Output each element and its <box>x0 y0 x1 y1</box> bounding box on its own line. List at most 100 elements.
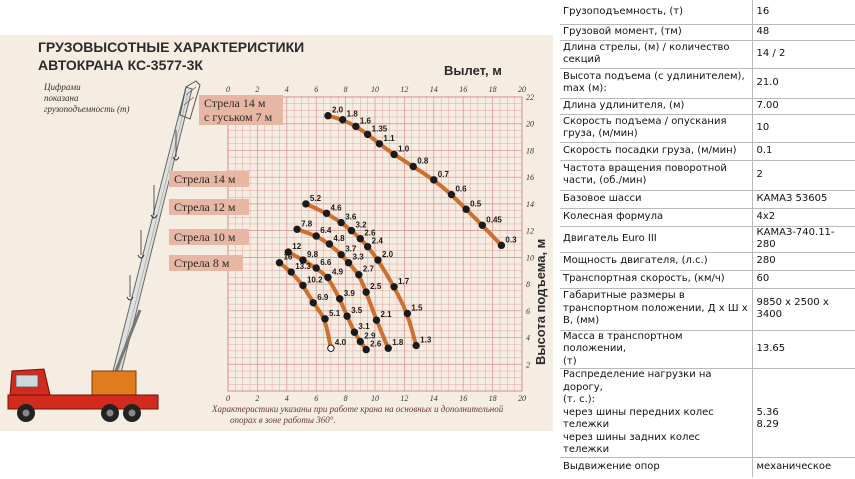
y-axis-label: Высота подъема, м <box>533 239 548 365</box>
spec-key-line: Грузоподъемность, (т) <box>563 5 683 17</box>
spec-key: Выдвижение опор <box>560 457 753 477</box>
data-point <box>275 259 284 267</box>
x-tick-label-top: 4 <box>285 85 289 94</box>
data-point <box>309 299 317 307</box>
data-point <box>337 218 345 227</box>
spec-value-line: 4х2 <box>756 210 776 222</box>
spec-value-line: 16 <box>756 5 770 17</box>
series-line <box>325 113 504 248</box>
data-point <box>284 248 292 256</box>
data-point <box>355 271 363 279</box>
point-label: 1.5 <box>411 303 423 312</box>
spec-value: 7.00 <box>752 98 855 115</box>
point-label: 1.3 <box>420 336 432 345</box>
point-label: 4.9 <box>332 267 344 276</box>
point-label: 13.3 <box>295 262 311 271</box>
point-label: 0.3 <box>505 235 517 244</box>
spec-row: Скорость посадки груза, (м/мин) 0.1 <box>560 142 855 161</box>
note-line-2: показана <box>44 93 79 103</box>
spec-value-line <box>757 382 853 395</box>
spec-row: Высота подъема (с удлинителем), max (м): 2… <box>560 68 855 99</box>
boom-label-box-2 <box>169 171 249 187</box>
point-label: 1.8 <box>392 338 404 347</box>
chart-grid <box>227 96 523 392</box>
spec-value: 5.36 8.29 <box>752 368 855 458</box>
boom-label-s0-l1: Стрела 14 м <box>204 96 266 110</box>
data-point <box>327 344 335 352</box>
data-point <box>362 345 370 354</box>
spec-value-line: 48 <box>756 25 770 37</box>
spec-value: 2 <box>752 160 855 191</box>
data-point <box>430 176 438 184</box>
spec-key-line: Скорость посадки груза, (м/мин) <box>563 144 737 156</box>
x-tick-label-bottom: 10 <box>371 394 379 403</box>
spec-table: Грузоподъемность, (т) 16 Грузовой момент, … <box>560 0 855 477</box>
spec-value: 280 <box>752 252 855 271</box>
data-point <box>352 122 360 131</box>
spec-row: Грузоподъемность, (т) 16 <box>560 0 855 25</box>
spec-key-line: груза, (м/мин) <box>563 128 638 139</box>
spec-row: Распределение нагрузки на дорогу, (т. с.)… <box>560 368 855 458</box>
data-point <box>299 256 307 264</box>
data-point <box>347 226 356 235</box>
x-tick-label-bottom: 12 <box>400 394 408 403</box>
point-label: 4.8 <box>333 234 345 243</box>
data-point <box>324 273 332 282</box>
point-label: 1.6 <box>360 116 372 125</box>
point-label: 12 <box>292 242 301 251</box>
boom-label-box-5 <box>169 255 243 271</box>
spec-key: Скорость подъема / опускания груза, (м/ми… <box>560 114 753 143</box>
point-label: 5.1 <box>329 309 341 318</box>
data-point <box>338 116 347 124</box>
spec-key-line: Транспортная скорость, (км/ч) <box>563 272 725 284</box>
data-point <box>299 281 307 290</box>
spec-value: 10 <box>752 114 855 143</box>
spec-value: 4х2 <box>752 208 855 227</box>
point-label: 1.8 <box>347 110 359 119</box>
data-point <box>390 150 398 159</box>
data-point <box>325 240 334 248</box>
data-point <box>363 130 372 139</box>
spec-value: КАМАЗ-740.11-280 <box>752 226 855 253</box>
spec-key-line: Длина удлинителя, (м) <box>563 99 685 111</box>
point-label: 4.0 <box>335 338 347 347</box>
spec-key-line: Скорость подъема / опускания <box>563 115 727 127</box>
data-point <box>447 190 456 199</box>
x-tick-label-bottom: 8 <box>344 394 348 403</box>
boom-label-s3: Стрела 10 м <box>174 230 236 244</box>
footnote-line-2: опорах в зоне работы 360°. <box>230 415 336 425</box>
spec-value-line: 3400 <box>756 309 782 320</box>
point-label: 3.1 <box>358 322 370 331</box>
y-tick-label: 22 <box>526 93 534 102</box>
y-axis-ticks: 2 4 6 8 10 12 14 16 18 20 22 <box>526 93 534 369</box>
point-label: 3.6 <box>345 213 357 222</box>
boom-label-s0-l2: с гуськом 7 м <box>204 110 273 124</box>
boom-label-box-1 <box>199 95 283 125</box>
data-point <box>497 241 506 250</box>
data-point <box>302 200 310 208</box>
data-point <box>409 162 417 171</box>
x-tick-label-top: 20 <box>518 85 526 94</box>
point-label: 3.9 <box>344 289 356 298</box>
spec-row: Скорость подъема / опускания груза, (м/ми… <box>560 114 855 143</box>
point-label: 0.45 <box>486 215 502 224</box>
spec-row: Длина стрелы, (м) / количество секций 14 /… <box>560 40 855 69</box>
y-tick-label: 20 <box>526 120 534 129</box>
spec-value: 60 <box>752 270 855 289</box>
series-3: 12 9.86.64.9 3.9 3.5 3.12.92.6 <box>284 242 382 354</box>
spec-key: Частота вращения поворотной части, (об./м… <box>560 160 753 191</box>
point-label: 0.7 <box>438 170 450 179</box>
point-label: 6.9 <box>317 293 329 302</box>
spec-row: Масса в транспортном положении, (т) 13.65 <box>560 330 855 369</box>
data-point <box>287 268 295 276</box>
spec-key-line: Распределение нагрузки на дорогу, <box>563 369 712 393</box>
spec-value-line <box>757 432 853 445</box>
spec-key-line: Длина стрелы, (м) / количество <box>563 41 730 53</box>
y-tick-label: 16 <box>526 173 534 182</box>
point-label: 10.2 <box>307 275 323 284</box>
series-2: 7.8 6.44.83.73.3 2.7 2.5 2.1 1.8 <box>293 219 404 352</box>
point-label: 1.1 <box>383 134 395 143</box>
spec-value: 16 <box>752 0 855 25</box>
spec-value-line: КАМАЗ 53605 <box>756 192 828 204</box>
load-chart-panel: ГРУЗОВЫСОТНЫЕ ХАРАКТЕРИСТИКИ АВТОКРАНА К… <box>0 35 553 431</box>
